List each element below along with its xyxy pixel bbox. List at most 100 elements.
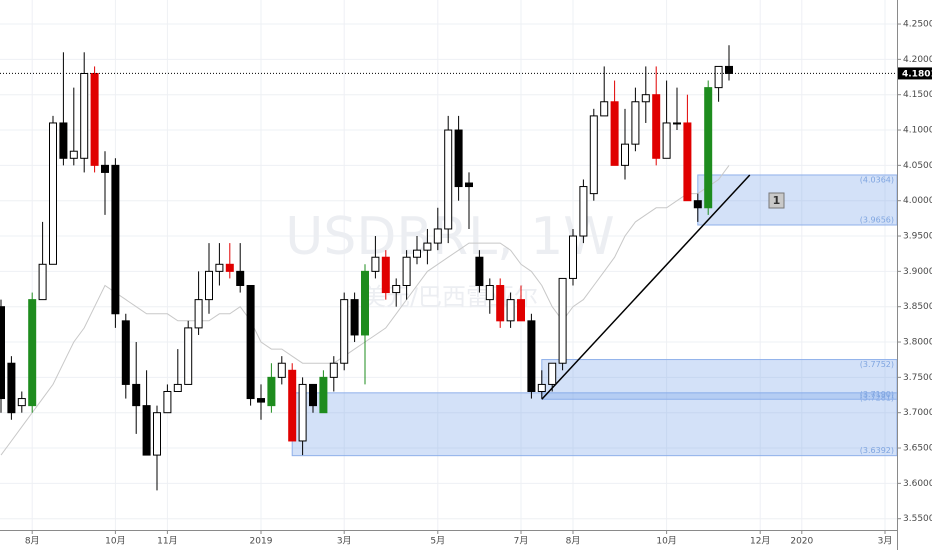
candle-body xyxy=(579,186,588,237)
candle-body xyxy=(693,200,702,209)
candle-body xyxy=(610,101,619,166)
x-tick-label: 10月 xyxy=(105,536,125,547)
zone xyxy=(541,359,898,400)
y-tick-label: 3.6000 xyxy=(903,479,932,489)
candle-body xyxy=(725,65,733,74)
candle-body xyxy=(569,235,577,279)
candle-body xyxy=(496,284,505,322)
candle-body xyxy=(236,270,245,286)
zone-label: (3.9656) xyxy=(860,216,894,225)
y-tick-label: 3.8500 xyxy=(903,302,932,312)
candle-body xyxy=(548,362,557,385)
candle-body xyxy=(267,376,276,407)
x-tick-label: 3月 xyxy=(337,536,352,547)
x-tick-label: 2020 xyxy=(790,537,813,547)
zone-label: (3.6392) xyxy=(860,446,894,455)
x-tick-label: 12月 xyxy=(750,536,770,547)
candle-body xyxy=(631,101,640,145)
candle-body xyxy=(454,129,463,188)
candle-body xyxy=(194,299,203,329)
candle-body xyxy=(163,390,172,414)
x-tick-label: 8月 xyxy=(566,536,581,547)
x-tick-label: 11月 xyxy=(157,536,177,547)
candle-body xyxy=(527,320,536,392)
y-tick-label: 3.6500 xyxy=(903,444,932,454)
zone-label: (4.0364) xyxy=(860,175,894,184)
candle-body xyxy=(225,263,234,272)
candle-body xyxy=(704,87,713,209)
last-price-box xyxy=(898,67,932,80)
y-tick-label: 3.9000 xyxy=(903,267,932,277)
candle-body xyxy=(38,263,47,301)
x-tick-label: 5月 xyxy=(430,536,445,547)
candle-body xyxy=(350,299,359,336)
candle-body xyxy=(714,65,723,89)
candle-body xyxy=(475,256,484,286)
candle-body xyxy=(277,362,286,378)
candle-body xyxy=(257,398,265,403)
y-tick-label: 4.2000 xyxy=(903,55,932,65)
candle-body xyxy=(101,164,109,173)
candle-body xyxy=(80,72,89,159)
zone-label: (3.7190) xyxy=(860,390,894,399)
candle-body xyxy=(153,412,161,456)
candle-body xyxy=(28,299,37,407)
y-tick-label: 3.7000 xyxy=(903,408,932,418)
candle-body xyxy=(340,299,349,364)
y-tick-label: 4.1500 xyxy=(903,90,932,100)
candle-body xyxy=(298,383,307,442)
candle-body xyxy=(537,383,546,392)
candle-body xyxy=(600,101,609,117)
candle-body xyxy=(309,383,317,407)
candle-body xyxy=(246,284,255,400)
candle-body xyxy=(132,383,141,407)
x-tick-label: 7月 xyxy=(514,536,529,547)
candle-body xyxy=(402,256,411,286)
candle-body xyxy=(0,306,5,400)
x-tick-label: 3月 xyxy=(878,536,893,547)
candle-body xyxy=(7,362,16,414)
x-tick-label: 8月 xyxy=(25,536,40,547)
zone-label: (3.7281) xyxy=(860,393,894,402)
x-axis-area xyxy=(0,530,897,550)
candle-body xyxy=(142,405,151,456)
x-tick-label: 10月 xyxy=(656,536,676,547)
marker-label: 1 xyxy=(773,194,781,207)
y-tick-label: 3.5500 xyxy=(903,514,932,524)
candle-body xyxy=(17,398,26,407)
candle-body xyxy=(485,284,494,301)
candle-body xyxy=(173,383,182,392)
candle-body xyxy=(329,362,338,378)
y-tick-label: 3.8000 xyxy=(903,338,932,348)
candle-body xyxy=(288,369,297,442)
candle-body xyxy=(506,299,515,322)
candle-body xyxy=(589,115,598,195)
candle-body xyxy=(413,249,421,258)
candle-body xyxy=(205,270,213,301)
candle-body xyxy=(111,164,120,315)
candle-body xyxy=(423,242,432,251)
candle-body xyxy=(215,263,224,272)
candle-body xyxy=(121,320,130,385)
candle-body xyxy=(392,284,401,294)
candle-body xyxy=(558,277,567,364)
candle-body xyxy=(517,299,525,322)
y-tick-label: 4.2500 xyxy=(903,20,932,30)
candle-body xyxy=(465,182,473,188)
last-price-label: 4.1801 xyxy=(902,69,932,79)
marker-box xyxy=(768,192,785,209)
candle-body xyxy=(444,129,453,230)
candle-body xyxy=(59,122,68,159)
candle-body xyxy=(433,228,442,244)
candle-body xyxy=(69,150,78,159)
y-tick-label: 3.7500 xyxy=(903,373,932,383)
candle-body xyxy=(652,94,661,159)
x-tick-label: 2019 xyxy=(250,537,273,547)
y-tick-label: 4.0000 xyxy=(903,196,932,206)
candle-body xyxy=(90,72,99,166)
candle-body xyxy=(673,122,681,125)
y-tick-label: 3.9500 xyxy=(903,232,932,242)
candle-body xyxy=(662,122,671,159)
